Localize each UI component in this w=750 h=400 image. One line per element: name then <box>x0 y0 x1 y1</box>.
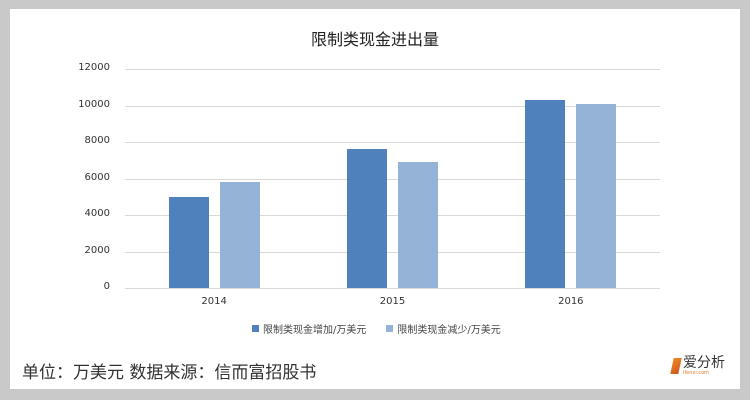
y-tick-label: 12000 <box>78 62 110 73</box>
y-tick-label: 6000 <box>84 171 110 183</box>
bar <box>525 100 566 288</box>
legend-item: 限制类现金减少/万美元 <box>386 321 501 336</box>
bar <box>398 162 438 288</box>
legend: 限制类现金增加/万美元 限制类现金减少/万美元 <box>252 321 501 336</box>
bar <box>347 149 387 288</box>
chart-title: 限制类现金进出量 <box>310 30 439 49</box>
y-tick-label: 10000 <box>78 98 110 110</box>
bar <box>219 182 260 288</box>
legend-item: 限制类现金增加/万美元 <box>252 321 366 336</box>
logo-subtext: ifenxi.com <box>683 370 710 376</box>
legend-swatch <box>386 325 394 332</box>
x-tick-label: 2014 <box>201 296 227 307</box>
legend-swatch <box>252 325 259 332</box>
y-tick-label: 8000 <box>84 135 110 146</box>
gridline <box>125 251 660 253</box>
footer-note: 单位：万美元 数据来源：信而富招股书 <box>22 363 317 383</box>
gridline <box>125 105 660 107</box>
gridline <box>125 288 660 289</box>
logo-icon <box>670 358 682 374</box>
bar <box>576 103 617 288</box>
bar <box>168 196 209 288</box>
legend-label: 限制类现金增加/万美元 <box>263 325 367 336</box>
gridline <box>125 178 660 180</box>
gridline <box>125 69 660 70</box>
y-tick-label: 0 <box>103 281 110 292</box>
y-tick-label: 2000 <box>84 244 110 256</box>
logo-text: 爱分析 <box>683 355 725 371</box>
legend-label: 限制类现金减少/万美元 <box>397 325 501 336</box>
y-tick-label: 4000 <box>84 208 110 219</box>
gridline <box>125 142 660 143</box>
x-tick-label: 2015 <box>379 296 406 307</box>
x-tick-label: 2016 <box>558 296 584 307</box>
gridline <box>125 215 660 216</box>
plot-area <box>125 69 660 289</box>
brand-logo: 爱分析 ifenxi.com <box>670 355 725 376</box>
